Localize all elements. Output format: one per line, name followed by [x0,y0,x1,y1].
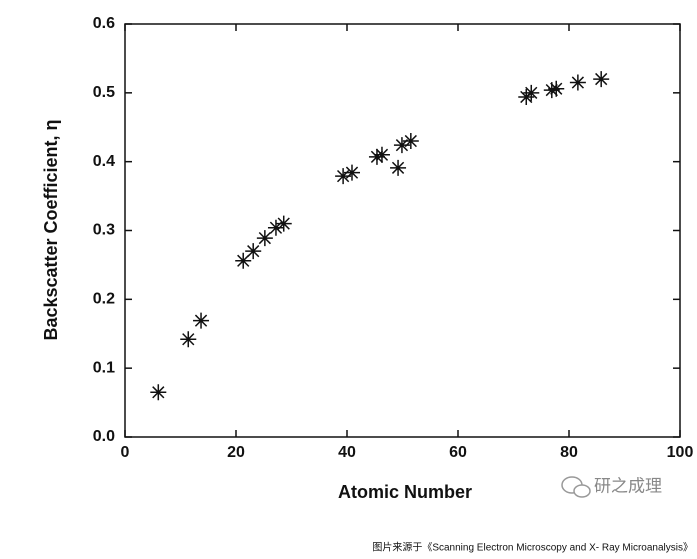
y-tick-label: 0.2 [93,291,115,308]
watermark-icon [561,476,591,498]
x-tick-label: 40 [338,444,356,461]
point [373,146,390,163]
point [548,80,565,97]
y-tick-label: 0.5 [93,84,115,101]
point [402,133,419,150]
y-tick-label: 0.0 [93,428,115,445]
point [335,168,352,185]
plot-frame [124,23,681,438]
watermark: 研之成理 [594,476,662,495]
x-tick-label: 80 [560,444,578,461]
point [180,331,197,348]
point [256,230,273,247]
point [390,159,407,176]
x-tick-label: 60 [449,444,467,461]
point [343,164,360,181]
point [368,148,385,165]
y-tick-label: 0.1 [93,359,115,376]
point [569,74,586,91]
point [593,71,610,88]
point [245,243,262,260]
point [150,384,167,401]
point [523,84,540,101]
point [267,219,284,236]
source-caption: 图片来源于《Scanning Electron Microscopy and X… [372,541,693,554]
x-tick-label: 100 [667,444,694,461]
x-axis-label: Atomic Number [338,482,472,502]
y-tick-label: 0.4 [93,153,115,170]
y-axis-label: Backscatter Coefficient, η [41,119,61,340]
y-tick-label: 0.6 [93,15,115,32]
point [275,215,292,232]
point [393,137,410,154]
point [543,82,560,99]
point [193,312,210,329]
y-tick-label: 0.3 [93,222,115,239]
x-tick-label: 20 [227,444,245,461]
x-tick-label: 0 [121,444,130,461]
point [235,252,252,269]
